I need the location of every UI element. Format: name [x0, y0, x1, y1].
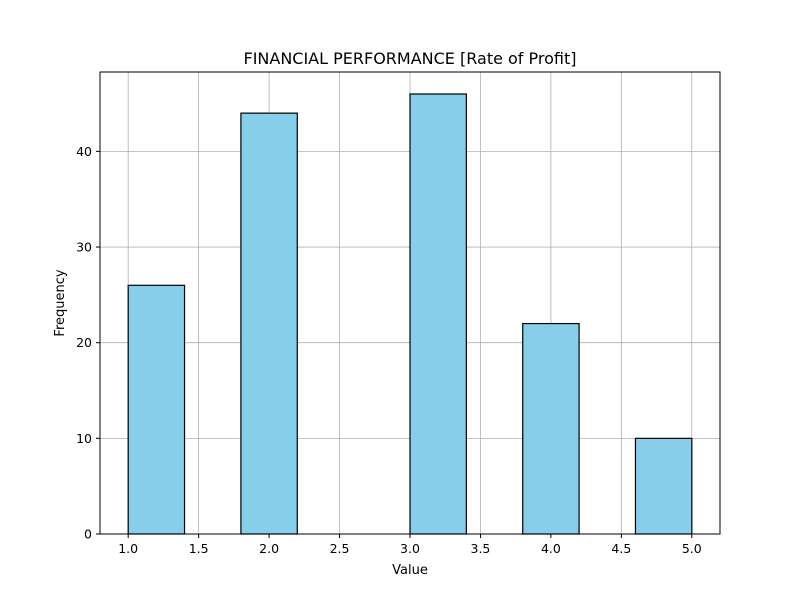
y-ticks: 0 10 20 30 40	[76, 144, 100, 542]
x-tick-label: 3.0	[400, 541, 420, 556]
histogram-bar	[240, 112, 298, 535]
y-tick-label: 10	[76, 431, 92, 446]
x-axis-label: Value	[392, 563, 428, 578]
y-tick-label: 40	[76, 144, 92, 159]
x-tick-label: 1.5	[189, 541, 209, 556]
y-tick-label: 0	[84, 527, 92, 542]
x-tick-label: 3.5	[471, 541, 491, 556]
x-tick-label: 5.0	[682, 541, 702, 556]
y-axis-label: Frequency	[53, 269, 68, 336]
y-tick-label: 30	[76, 240, 92, 255]
x-tick-label: 4.5	[611, 541, 631, 556]
histogram-bar	[409, 93, 467, 535]
chart-title: FINANCIAL PERFORMANCE [Rate of Profit]	[243, 49, 576, 68]
x-tick-label: 2.0	[259, 541, 279, 556]
histogram-bar	[522, 322, 580, 535]
x-ticks: 1.0 1.5 2.0 2.5 3.0 3.5 4.0 4.5 5.0	[118, 534, 702, 556]
x-tick-label: 2.5	[330, 541, 350, 556]
y-tick-label: 20	[76, 335, 92, 350]
histogram-bar	[127, 284, 186, 535]
x-tick-label: 4.0	[541, 541, 561, 556]
x-tick-label: 1.0	[118, 541, 138, 556]
bars-layer	[127, 93, 693, 535]
histogram-bar	[634, 437, 693, 535]
